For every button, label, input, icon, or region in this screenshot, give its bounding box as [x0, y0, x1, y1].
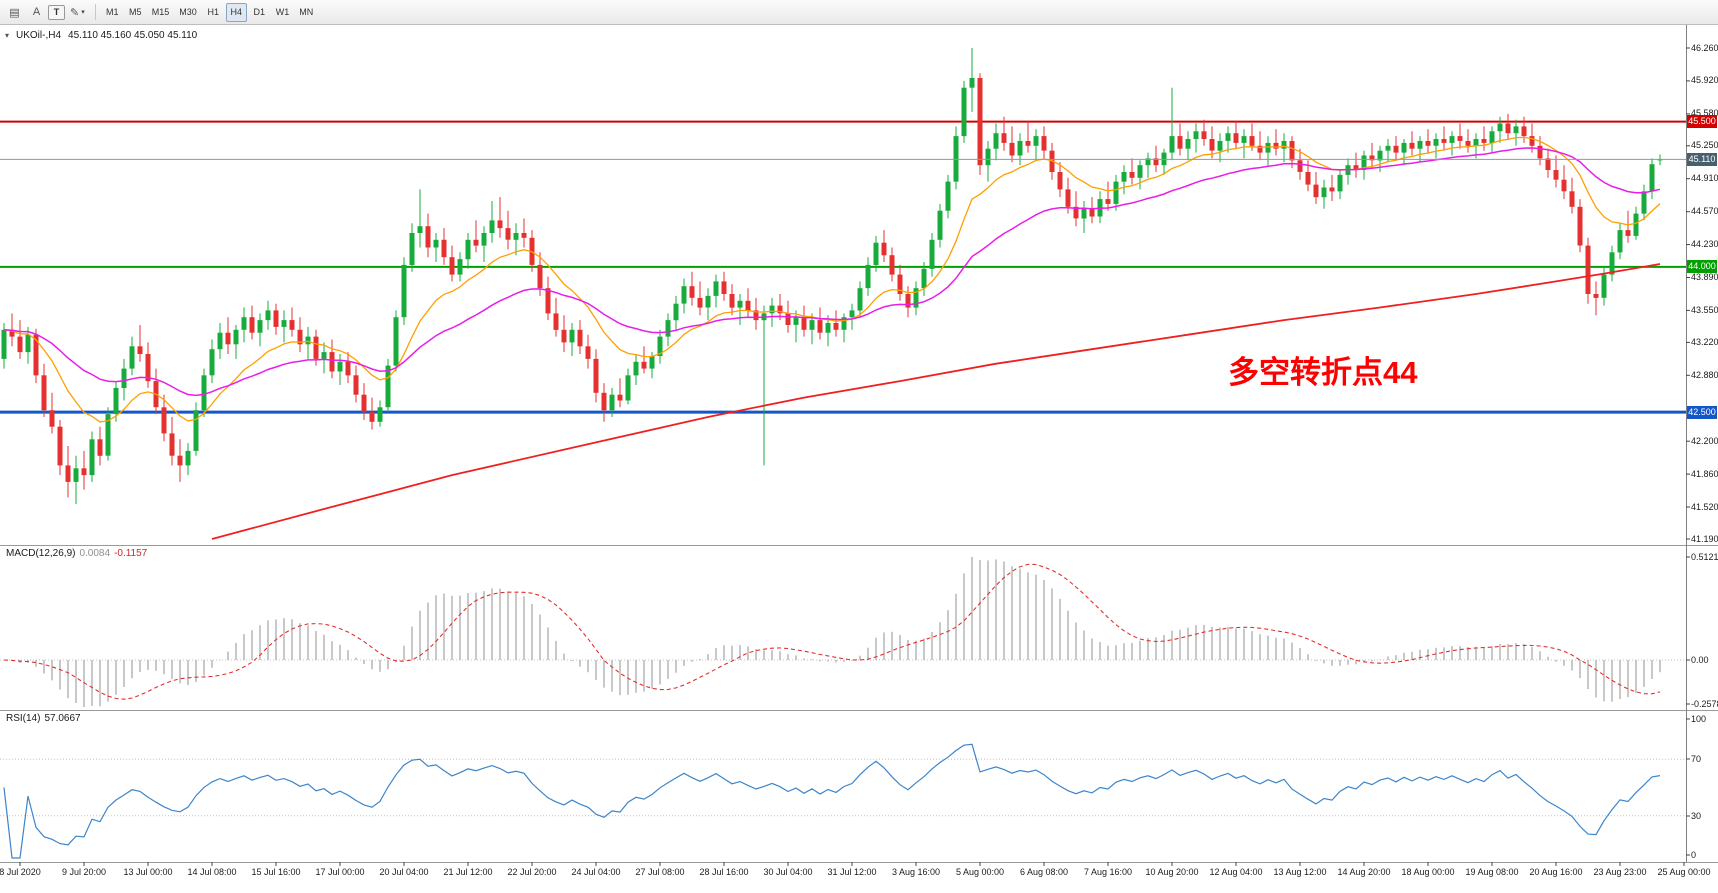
time-label: 20 Aug 16:00 — [1529, 867, 1583, 877]
axis-label: 0 — [1691, 849, 1697, 860]
axis-label: 45.580 — [1691, 108, 1718, 119]
time-label: 18 Aug 00:00 — [1401, 867, 1455, 877]
time-label: 13 Aug 12:00 — [1273, 867, 1327, 877]
time-label: 21 Jul 12:00 — [443, 867, 493, 877]
axis-label: 41.520 — [1691, 501, 1718, 512]
axis-label: 41.190 — [1691, 533, 1718, 544]
price-level-box: 45.110 — [1687, 152, 1717, 166]
rsi-name: RSI(14) — [6, 713, 41, 724]
time-label: 30 Jul 04:00 — [763, 867, 813, 877]
axis-label: 43.550 — [1691, 304, 1718, 315]
axis-label: 45.250 — [1691, 140, 1718, 151]
axis-label: 30 — [1691, 810, 1702, 821]
time-label: 6 Aug 08:00 — [1019, 867, 1069, 877]
price-axis[interactable]: 46.260 45.920 45.580 45.250 44.910 44.570 44.2… — [1686, 0, 1718, 893]
cursor-tool-icon[interactable]: A — [32, 6, 41, 18]
main-toolbar: ▤ A T ✎ ▾ M1 M5 M15 M30 H1 H4 D1 W1 MN — [0, 0, 1718, 25]
chart-marker-icon: ▾ — [5, 31, 10, 40]
timeframe-button-m5[interactable]: M5 — [128, 7, 142, 17]
time-label: 12 Aug 04:00 — [1209, 867, 1263, 877]
time-label: 19 Aug 08:00 — [1465, 867, 1519, 877]
draw-tools-icon: ✎ — [70, 6, 80, 19]
rsi-indicator-label: RSI(14) 57.0667 — [6, 713, 81, 724]
time-label: 25 Aug 00:00 — [1657, 867, 1711, 877]
timeframe-button-w1[interactable]: W1 — [275, 7, 290, 17]
time-label: 23 Aug 23:00 — [1593, 867, 1647, 877]
axis-label: 70 — [1691, 753, 1702, 764]
time-label: 9 Jul 20:00 — [61, 867, 107, 877]
price-level-box: 44.000 — [1687, 260, 1717, 274]
axis-label: 45.920 — [1691, 75, 1718, 86]
toolbar-separator — [94, 4, 96, 20]
chevron-down-icon: ▾ — [81, 9, 85, 16]
axis-label: 0.00 — [1691, 654, 1709, 665]
time-label: 27 Jul 08:00 — [635, 867, 685, 877]
timeframe-toolbar: M1 M5 M15 M30 H1 H4 D1 W1 MN — [102, 2, 318, 22]
rsi-value: 57.0667 — [44, 713, 81, 724]
time-label: 10 Aug 20:00 — [1145, 867, 1199, 877]
price-level-box: 45.500 — [1687, 115, 1717, 129]
time-label: 14 Aug 20:00 — [1337, 867, 1391, 877]
time-label: 22 Jul 20:00 — [507, 867, 557, 877]
macd-signal-value: -0.1157 — [114, 548, 148, 559]
price-level-box: 42.500 — [1687, 405, 1717, 419]
chart-window-icon[interactable]: ▤ — [9, 6, 20, 19]
timeframe-button-h1[interactable]: H1 — [207, 7, 220, 17]
text-tool-icon[interactable]: T — [48, 4, 65, 20]
axis-label: 0.5121 — [1691, 551, 1718, 562]
axis-label: 42.880 — [1691, 369, 1718, 380]
axis-label: 41.860 — [1691, 468, 1718, 479]
axis-label: 44.910 — [1691, 173, 1718, 184]
time-label: 3 Aug 16:00 — [891, 867, 941, 877]
timeframe-button-m30[interactable]: M30 — [179, 7, 197, 17]
time-label: 17 Jul 00:00 — [315, 867, 365, 877]
time-label: 14 Jul 08:00 — [187, 867, 237, 877]
timeframe-button-d1[interactable]: D1 — [253, 7, 266, 17]
timeframe-button-m1[interactable]: M1 — [105, 7, 119, 17]
annotation-text: 多空转折点44 — [1228, 355, 1418, 390]
time-label: 13 Jul 00:00 — [123, 867, 173, 877]
time-label: 7 Aug 16:00 — [1083, 867, 1133, 877]
time-axis[interactable]: 8 Jul 2020 9 Jul 20:00 13 Jul 00:00 14 Jul … — [0, 867, 1718, 881]
macd-main-value: 0.0084 — [79, 548, 111, 559]
timeframe-button-mn[interactable]: MN — [299, 7, 314, 17]
time-label: 24 Jul 04:00 — [571, 867, 621, 877]
timeframe-button-h4[interactable]: H4 — [225, 2, 247, 22]
draw-tools-button[interactable]: ✎ ▾ — [66, 3, 89, 22]
axis-label: 42.200 — [1691, 435, 1718, 446]
axis-label: 43.890 — [1691, 272, 1718, 282]
macd-name: MACD(12,26,9) — [6, 548, 76, 559]
axis-label: 100 — [1691, 713, 1707, 724]
time-label: 5 Aug 00:00 — [955, 867, 1005, 877]
axis-label: 44.570 — [1691, 206, 1718, 217]
ohlc-values: 45.110 45.160 45.050 45.110 — [68, 30, 198, 41]
macd-indicator-label: MACD(12,26,9) 0.0084 -0.1157 — [6, 548, 147, 559]
time-label: 20 Jul 04:00 — [379, 867, 429, 877]
time-label: 8 Jul 2020 — [0, 867, 41, 877]
symbol-ohlc-label: ▾ UKOil-,H4 45.110 45.160 45.050 45.110 — [5, 30, 197, 41]
timeframe-button-m15[interactable]: M15 — [151, 7, 170, 17]
time-label: 15 Jul 16:00 — [251, 867, 301, 877]
axis-label: -0.2578 — [1691, 698, 1718, 709]
axis-label: 46.260 — [1691, 42, 1718, 53]
time-label: 31 Jul 12:00 — [827, 867, 877, 877]
axis-label: 43.220 — [1691, 336, 1718, 347]
time-label: 28 Jul 16:00 — [699, 867, 749, 877]
symbol-name: UKOil-,H4 — [16, 30, 62, 41]
axis-label: 44.230 — [1691, 239, 1718, 250]
